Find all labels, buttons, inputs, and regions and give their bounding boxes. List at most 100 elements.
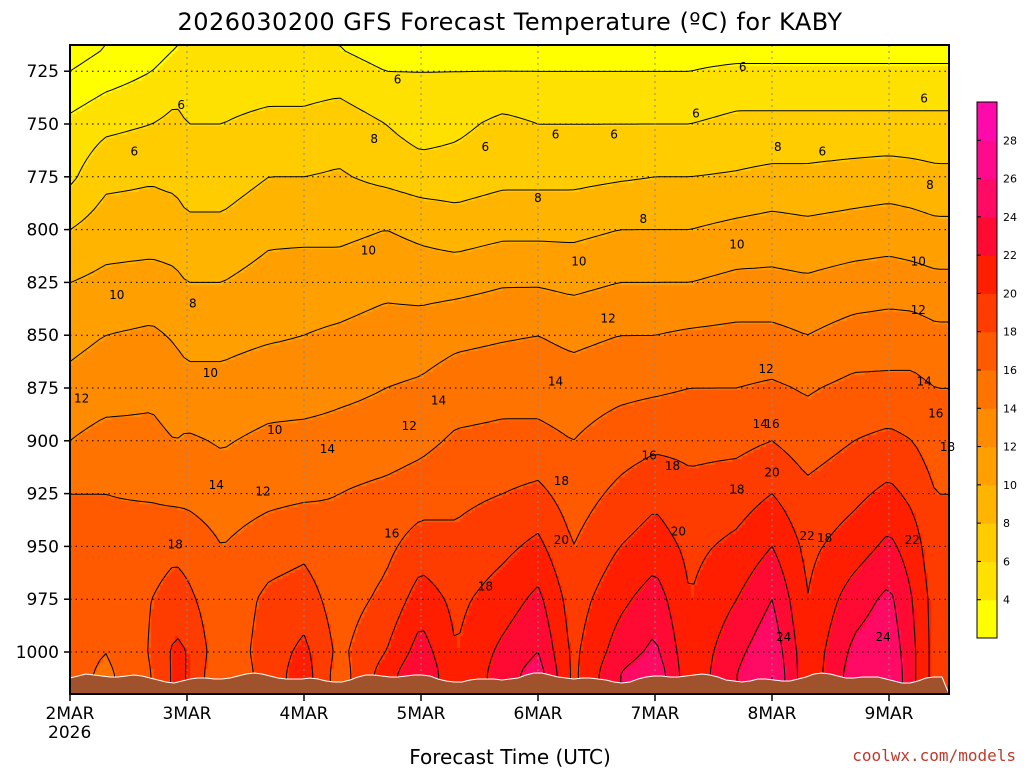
y-tick-label: 775 xyxy=(27,168,59,188)
colorbar-segment xyxy=(977,102,997,141)
contour-label: 10 xyxy=(571,254,586,268)
contour-label: 16 xyxy=(764,417,779,431)
y-tick-label: 825 xyxy=(27,273,59,293)
contour-label: 14 xyxy=(431,394,446,408)
colorbar-segment xyxy=(977,331,997,371)
colorbar-segment xyxy=(977,408,997,448)
contour-label: 14 xyxy=(548,375,563,389)
contour-label: 8 xyxy=(774,140,782,154)
contour-label: 6 xyxy=(818,144,826,158)
contour-label: 20 xyxy=(554,533,569,547)
contour-label: 10 xyxy=(267,423,282,437)
contour-line-16 xyxy=(70,369,949,694)
contour-label: 16 xyxy=(642,449,657,463)
contour-line-2 xyxy=(70,45,106,72)
contour-label: 8 xyxy=(370,132,378,146)
colorbar-segment xyxy=(977,140,997,180)
contour-label: 14 xyxy=(320,442,335,456)
ground-terrain xyxy=(70,672,949,694)
y-tick-label: 875 xyxy=(27,379,59,399)
colorbar-tick-label: 26 xyxy=(1003,173,1017,186)
x-tick-label: 9MAR xyxy=(865,704,914,724)
contour-label: 18 xyxy=(478,580,493,594)
x-tick-label: 6MAR xyxy=(514,704,563,724)
contour-label: 6 xyxy=(177,98,185,112)
contour-label: 14 xyxy=(753,417,768,431)
colorbar-tick-label: 14 xyxy=(1003,402,1017,415)
contour-label: 22 xyxy=(905,533,920,547)
colorbar-segment xyxy=(977,523,997,562)
contour-labels: 6 6 6 6 6 6 6 6 6 6 8 8 8 8 8 8 10 10 10 10 10 10 10 12 12 12 12 12… xyxy=(74,60,955,644)
contour-label: 6 xyxy=(920,92,928,106)
contour-label: 16 xyxy=(384,527,399,541)
colorbar-tick-label: 22 xyxy=(1003,249,1017,262)
contour-label: 6 xyxy=(552,128,560,142)
y-tick-label: 975 xyxy=(27,590,59,610)
contour-label: 8 xyxy=(534,191,542,205)
colorbar-segment xyxy=(977,599,997,639)
contour-line-20 xyxy=(169,481,930,694)
contour-label: 18 xyxy=(665,459,680,473)
contour-label: 12 xyxy=(601,311,616,325)
contour-label: 10 xyxy=(109,288,124,302)
x-tick-label: 5MAR xyxy=(397,704,446,724)
contour-lines xyxy=(70,45,949,694)
colorbar-tick-label: 6 xyxy=(1003,555,1010,568)
contour-label: 12 xyxy=(255,484,270,498)
colorbar-tick-label: 28 xyxy=(1003,134,1017,147)
x-tick-label: 3MAR xyxy=(163,704,212,724)
colorbar-tick-label: 20 xyxy=(1003,287,1017,300)
colorbar-segment xyxy=(977,561,997,601)
contour-label: 6 xyxy=(482,140,490,154)
colorbar-tick-label: 16 xyxy=(1003,364,1017,377)
x-tick-label: 4MAR xyxy=(280,704,329,724)
contour-label: 14 xyxy=(209,478,224,492)
contour-line-12 xyxy=(70,256,949,363)
contour-label: 20 xyxy=(671,525,686,539)
y-tick-label: 950 xyxy=(27,537,59,557)
contour-label: 12 xyxy=(74,392,89,406)
credit-link[interactable]: coolwx.com/models xyxy=(852,746,1016,765)
contour-label: 20 xyxy=(764,465,779,479)
colorbar-tick-label: 18 xyxy=(1003,326,1017,339)
colorbar-tick-label: 4 xyxy=(1003,594,1010,607)
gridlines xyxy=(70,45,949,694)
x-tick-label: 2MAR xyxy=(46,704,95,724)
y-tick-label: 750 xyxy=(27,115,59,135)
contour-line-18 xyxy=(147,428,949,694)
y-axis: 725 750 775 800 825 850 875 900 925 950 975 1000 xyxy=(16,62,70,663)
colorbar-segment xyxy=(977,293,997,333)
contour-label: 22 xyxy=(799,529,814,543)
colorbar: 4 6 8 10 12 14 16 18 20 22 24 26 28 xyxy=(976,101,1017,639)
colorbar-tick-label: 24 xyxy=(1003,211,1017,224)
contour-label: 10 xyxy=(911,254,926,268)
colorbar-segment xyxy=(977,255,997,294)
y-tick-label: 800 xyxy=(27,221,59,241)
temperature-field xyxy=(70,45,949,694)
colorbar-segment xyxy=(977,216,997,256)
x-year-label: 2026 xyxy=(48,723,91,743)
x-tick-label: 7MAR xyxy=(631,704,680,724)
contour-label: 8 xyxy=(189,297,197,311)
contour-label: 8 xyxy=(639,212,647,226)
contour-label: 18 xyxy=(729,482,744,496)
colorbar-tick-label: 10 xyxy=(1003,479,1017,492)
colorbar-segment xyxy=(977,370,997,409)
contour-label: 8 xyxy=(926,178,934,192)
contour-label: 14 xyxy=(916,375,931,389)
contour-label: 6 xyxy=(739,60,747,74)
plot-frame xyxy=(69,44,950,695)
y-tick-label: 900 xyxy=(27,432,59,452)
y-tick-label: 1000 xyxy=(16,643,59,663)
contour-label: 18 xyxy=(168,537,183,551)
contour-line-8 xyxy=(70,155,949,231)
contour-label: 10 xyxy=(203,366,218,380)
x-axis: 2MAR 3MAR 4MAR 5MAR 6MAR 7MAR 8MAR 9MAR 2026 xyxy=(46,694,914,743)
chart-title: 2026030200 GFS Forecast Temperature (ºC)… xyxy=(177,8,842,36)
contour-label: 10 xyxy=(361,244,376,258)
contour-label: 6 xyxy=(131,144,139,158)
colorbar-tick-label: 8 xyxy=(1003,517,1010,530)
contour-label: 12 xyxy=(402,419,417,433)
colorbar-segment xyxy=(977,178,997,218)
